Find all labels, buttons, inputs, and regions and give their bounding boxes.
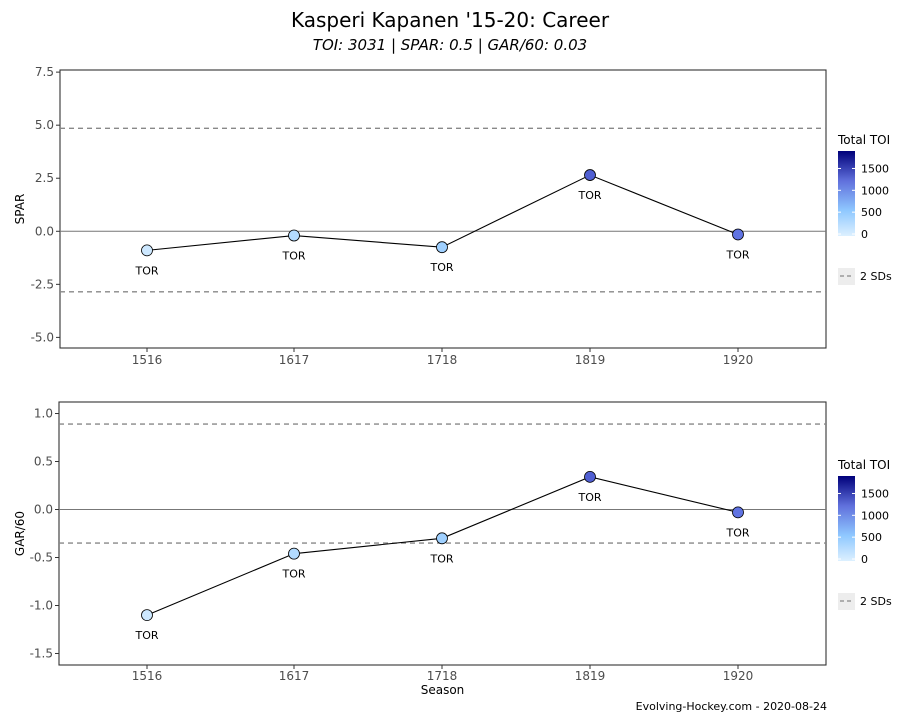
y-tick-label: -1.5 — [30, 646, 53, 660]
y-axis-label: GAR/60 — [13, 511, 27, 556]
legend-tick-label: 500 — [861, 531, 882, 544]
y-tick-label: -2.5 — [31, 277, 54, 291]
point-label: TOR — [134, 629, 158, 642]
data-point — [141, 609, 153, 621]
x-tick-label: 1920 — [723, 669, 754, 683]
plot-panel — [59, 69, 827, 349]
chart-title: Kasperi Kapanen '15-20: Career — [290, 8, 610, 32]
x-tick-label: 1819 — [575, 353, 606, 367]
x-tick-label: 1617 — [279, 669, 310, 683]
x-tick-label: 1920 — [723, 353, 754, 367]
legend-colorbar — [838, 476, 855, 561]
point-label: TOR — [429, 261, 453, 274]
data-point — [584, 169, 596, 181]
y-tick-label: -1.0 — [30, 598, 53, 612]
y-axis-label: SPAR — [13, 194, 27, 225]
chart-subtitle: TOI: 3031 | SPAR: 0.5 | GAR/60: 0.03 — [312, 36, 588, 54]
legend-tick-label: 1500 — [861, 162, 889, 175]
data-point — [436, 532, 448, 545]
legend-sd-key — [838, 593, 855, 610]
y-tick-label: 5.0 — [35, 118, 54, 132]
legend-tick-label: 1000 — [861, 509, 889, 522]
point-label: TOR — [725, 526, 749, 539]
x-tick-label: 1819 — [575, 669, 606, 683]
y-tick-label: -5.0 — [31, 330, 54, 344]
point-label: TOR — [281, 568, 305, 581]
x-axis-label: Season — [421, 683, 465, 697]
point-label: TOR — [281, 250, 305, 263]
x-tick-label: 1718 — [427, 669, 458, 683]
legend-tick-label: 1000 — [861, 184, 889, 197]
legend-title: Total TOI — [837, 458, 890, 472]
y-tick-label: 1.0 — [34, 407, 53, 421]
legend-tick-label: 0 — [861, 553, 868, 566]
x-tick-label: 1617 — [279, 353, 310, 367]
legend-tick-label: 1500 — [861, 487, 889, 500]
data-point — [288, 547, 300, 560]
point-label: TOR — [429, 552, 453, 565]
legend-sd-label: 2 SDs — [860, 270, 892, 283]
data-point — [732, 228, 744, 241]
x-tick-label: 1718 — [427, 353, 458, 367]
y-tick-label: 7.5 — [35, 65, 54, 79]
y-tick-label: 0.5 — [34, 455, 53, 469]
point-label: TOR — [134, 264, 158, 277]
data-point — [141, 244, 153, 257]
point-label: TOR — [577, 189, 601, 202]
data-point — [584, 470, 596, 483]
data-point — [436, 241, 448, 254]
legend-colorbar — [838, 151, 855, 236]
legend-title: Total TOI — [837, 133, 890, 147]
data-point — [732, 506, 744, 519]
legend-tick-label: 0 — [861, 228, 868, 241]
legend-sd-key — [838, 268, 855, 285]
legend-tick-label: 500 — [861, 206, 882, 219]
y-tick-label: 2.5 — [35, 171, 54, 185]
legend-sd-label: 2 SDs — [860, 595, 892, 608]
point-label: TOR — [577, 491, 601, 504]
data-point — [288, 229, 300, 242]
y-tick-label: 0.0 — [34, 503, 53, 517]
y-tick-label: -0.5 — [30, 550, 53, 564]
y-tick-label: 0.0 — [35, 224, 54, 238]
source-caption: Evolving-Hockey.com - 2020-08-24 — [635, 700, 827, 713]
x-tick-label: 1516 — [132, 669, 163, 683]
point-label: TOR — [725, 248, 749, 261]
x-tick-label: 1516 — [132, 353, 163, 367]
